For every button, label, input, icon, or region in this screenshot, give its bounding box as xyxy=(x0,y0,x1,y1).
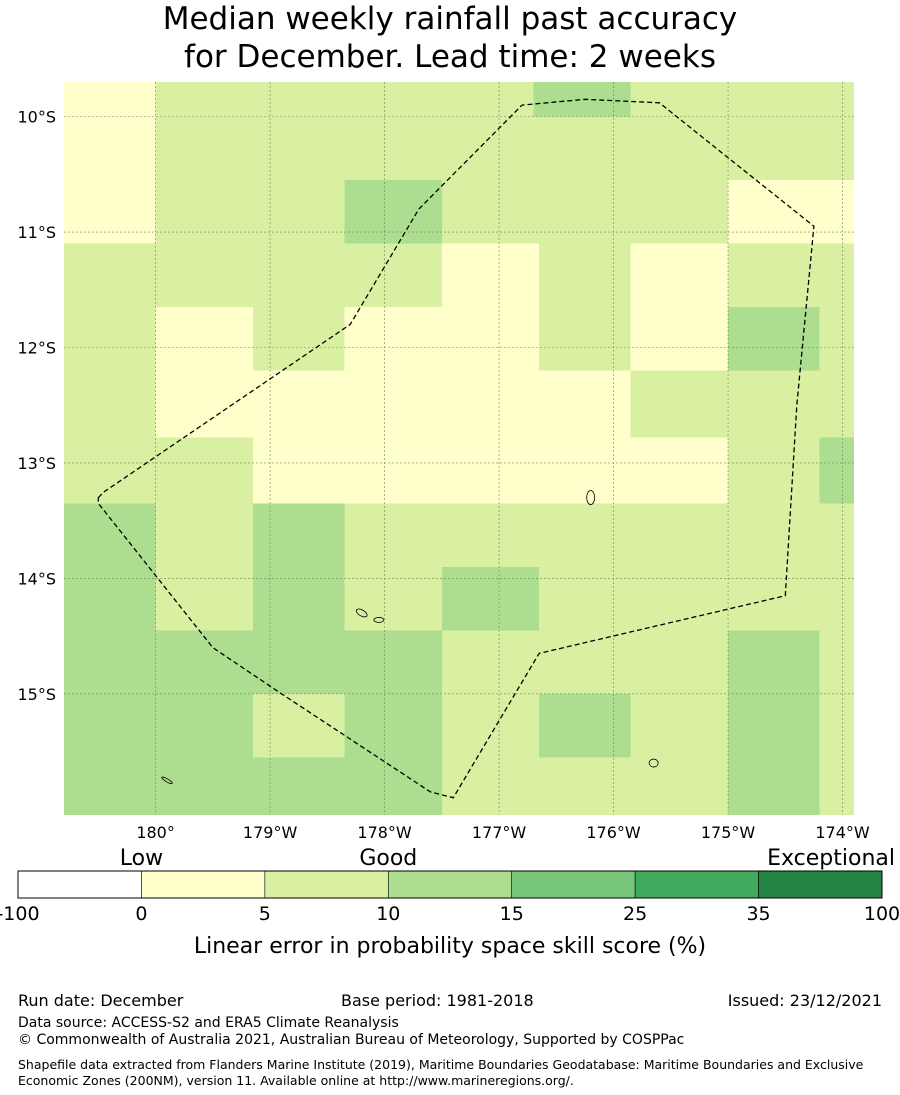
y-tick-label: 10°S xyxy=(17,108,56,127)
skill-cell xyxy=(344,503,854,567)
skill-cell xyxy=(728,243,854,308)
skill-cell xyxy=(728,307,820,371)
x-axis-ticks: 180° 179°W 178°W 177°W 176°W 175°W 174°W xyxy=(136,823,870,842)
copyright: © Commonwealth of Australia 2021, Austra… xyxy=(18,1032,685,1048)
island-outline xyxy=(373,617,385,623)
skill-cell xyxy=(64,307,156,504)
skill-cell xyxy=(64,503,156,815)
skill-cell xyxy=(155,180,345,244)
skill-cell xyxy=(819,307,854,371)
skill-cell xyxy=(441,180,729,244)
island-outline xyxy=(586,490,596,505)
colorbar: -100 0 5 10 15 25 35 100 Low Good Exceptional xyxy=(0,846,900,925)
skill-cell xyxy=(819,630,854,815)
y-axis-ticks: 10°S 11°S 12°S 13°S 14°S 15°S xyxy=(17,108,56,704)
skill-cell xyxy=(539,566,854,631)
island-outline xyxy=(161,776,173,785)
title-line-1: Median weekly rainfall past accuracy xyxy=(162,1,738,37)
colorbar-bin xyxy=(17,870,142,899)
colorbar-category-label: Exceptional xyxy=(767,846,895,871)
colorbar-outline xyxy=(17,870,883,899)
colorbar-tick-label: 0 xyxy=(135,903,147,925)
colorbar-category-label: Low xyxy=(120,846,163,871)
skill-cell xyxy=(728,370,854,438)
colorbar-tick-label: 15 xyxy=(500,903,524,925)
islands xyxy=(161,490,659,785)
x-tick-label: 178°W xyxy=(357,823,412,842)
skill-map-figure: 180° 179°W 178°W 177°W 176°W 175°W 174°W 10°S1… xyxy=(0,82,900,959)
skill-cell xyxy=(539,693,631,758)
skill-cell xyxy=(533,116,631,181)
colorbar-label: Linear error in probability space skill … xyxy=(194,934,706,959)
colorbar-bin xyxy=(511,870,636,899)
skill-cell xyxy=(64,243,442,308)
skill-cell xyxy=(344,180,442,244)
issued-date: Issued: 23/12/2021 xyxy=(727,991,882,1010)
colorbar-tick-label: -100 xyxy=(0,903,40,925)
skill-cell xyxy=(344,307,442,371)
colorbar-bin xyxy=(141,870,266,899)
x-tick-label: 176°W xyxy=(586,823,641,842)
title-line-2: for December. Lead time: 2 weeks xyxy=(184,39,716,75)
y-tick-label: 11°S xyxy=(17,223,56,242)
island-outline xyxy=(648,758,659,768)
y-tick-label: 14°S xyxy=(17,569,56,588)
run-date: Run date: December xyxy=(18,991,184,1010)
x-tick-label: 177°W xyxy=(472,823,527,842)
colorbar-tick-label: 35 xyxy=(746,903,770,925)
shapefile-credit: Shapefile data extracted from Flanders M… xyxy=(18,1057,864,1088)
skill-cell xyxy=(630,82,854,181)
skill-cell xyxy=(155,503,253,631)
colorbar-bin xyxy=(387,870,513,899)
skill-cell xyxy=(344,566,442,631)
colorbar-tick-label: 5 xyxy=(259,903,271,925)
skill-cell xyxy=(533,82,631,117)
skill-cell xyxy=(630,243,729,371)
skill-cell xyxy=(441,566,540,631)
skill-cell xyxy=(728,180,854,244)
colorbar-tick-label: 100 xyxy=(864,903,900,925)
x-tick-label: 179°W xyxy=(243,823,298,842)
skill-grid xyxy=(64,82,854,815)
y-tick-label: 12°S xyxy=(17,338,56,357)
map-title: Median weekly rainfall past accuracy for… xyxy=(0,0,900,76)
colorbar-bin xyxy=(634,870,759,899)
data-source: Data source: ACCESS-S2 and ERA5 Climate … xyxy=(18,1015,399,1031)
colorbar-bin xyxy=(758,870,883,899)
colorbar-tick-label: 25 xyxy=(623,903,647,925)
colorbar-category-label: Good xyxy=(359,846,417,871)
y-tick-label: 13°S xyxy=(17,454,56,473)
skill-cell xyxy=(441,243,540,371)
skill-cell xyxy=(64,82,156,244)
colorbar-bin xyxy=(264,870,389,899)
y-tick-label: 15°S xyxy=(17,685,56,704)
base-period: Base period: 1981-2018 xyxy=(341,991,534,1010)
skill-cell xyxy=(155,437,253,504)
skill-cell xyxy=(155,82,534,181)
eez-boundary xyxy=(97,98,815,799)
x-tick-label: 174°W xyxy=(815,823,870,842)
skill-cell xyxy=(539,243,631,371)
skill-cell xyxy=(155,307,253,438)
colorbar-tick-label: 10 xyxy=(376,903,400,925)
skill-cell xyxy=(252,503,345,631)
island-outline xyxy=(355,608,368,618)
x-tick-label: 175°W xyxy=(701,823,756,842)
skill-cell xyxy=(252,307,345,371)
skill-cell xyxy=(630,370,729,438)
skill-cell xyxy=(728,630,820,815)
x-tick-label: 180° xyxy=(136,823,175,842)
